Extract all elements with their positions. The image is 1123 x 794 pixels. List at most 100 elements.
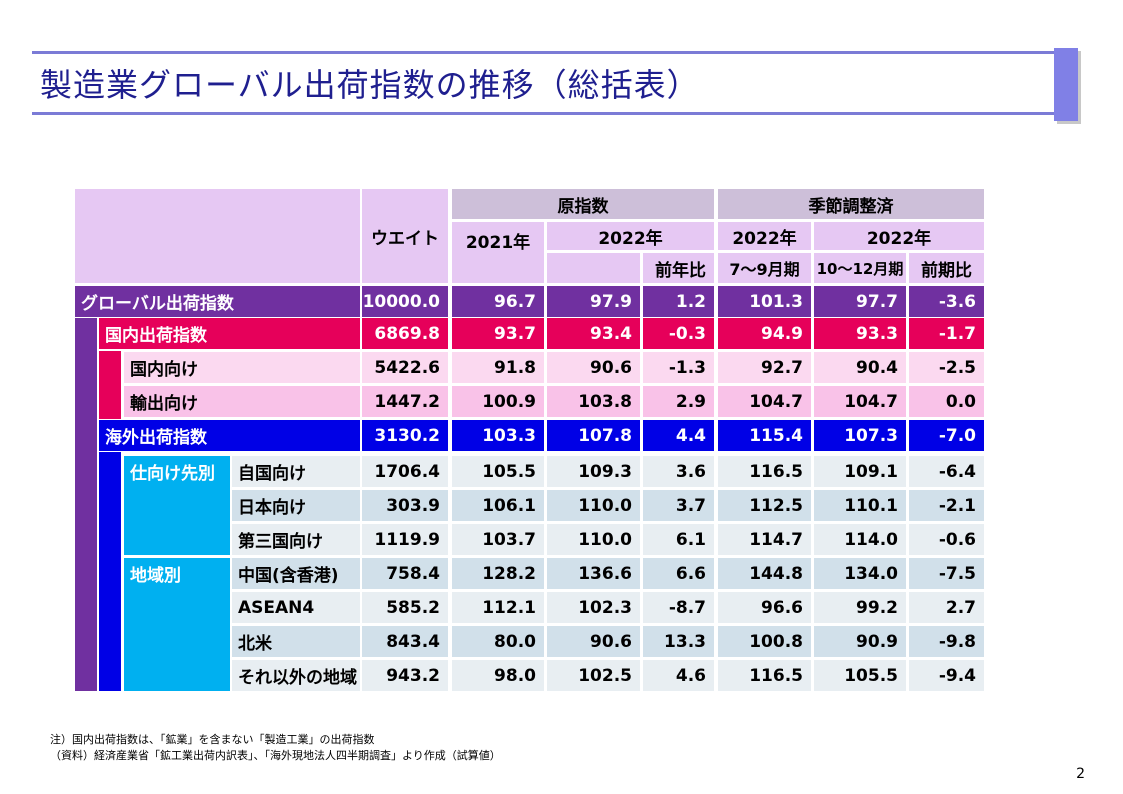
header-2022-raw: 2022年 xyxy=(547,222,714,250)
cell-weight: 10000.0 xyxy=(362,286,448,317)
row-label: 北米 xyxy=(232,626,360,657)
footnote: 注）国内出荷指数は、「鉱業」を含まない「製造工業」の出荷指数 xyxy=(50,733,375,746)
cell-yoy: 4.4 xyxy=(643,420,714,451)
title-rule-top xyxy=(32,51,1056,54)
cell-y2021: 105.5 xyxy=(452,456,544,487)
cell-q4: 114.0 xyxy=(814,524,906,555)
cell-q3: 96.6 xyxy=(718,592,811,623)
cell-q3: 104.7 xyxy=(718,386,811,417)
cell-y2022: 110.0 xyxy=(547,490,640,521)
cell-qoq: -3.6 xyxy=(909,286,984,317)
cell-weight: 3130.2 xyxy=(362,420,448,451)
cell-yoy: 13.3 xyxy=(643,626,714,657)
cell-y2021: 80.0 xyxy=(452,626,544,657)
cell-yoy: -0.3 xyxy=(643,318,714,349)
row-label: 日本向け xyxy=(232,490,360,521)
cell-y2021: 93.7 xyxy=(452,318,544,349)
cell-q3: 92.7 xyxy=(718,352,811,383)
page-number: 2 xyxy=(1076,766,1085,782)
cell-q3: 115.4 xyxy=(718,420,811,451)
cell-y2021: 96.7 xyxy=(452,286,544,317)
cell-qoq: 0.0 xyxy=(909,386,984,417)
cell-y2022: 102.3 xyxy=(547,592,640,623)
row-label: 第三国向け xyxy=(232,524,360,555)
header-weight: ウエイト xyxy=(362,189,448,283)
overseas-bar xyxy=(99,452,121,691)
header-seasonal: 季節調整済 xyxy=(718,189,984,219)
cell-q4: 110.1 xyxy=(814,490,906,521)
cell-weight: 1447.2 xyxy=(362,386,448,417)
domestic-bar xyxy=(99,351,121,419)
row-label: 国内出荷指数 xyxy=(99,318,360,349)
cell-q3: 112.5 xyxy=(718,490,811,521)
cell-q4: 97.7 xyxy=(814,286,906,317)
header-corner xyxy=(75,189,360,283)
header-qoq: 前期比 xyxy=(909,253,984,283)
cell-q3: 144.8 xyxy=(718,558,811,589)
cell-q3: 116.5 xyxy=(718,456,811,487)
cell-yoy: 6.6 xyxy=(643,558,714,589)
cell-y2022: 90.6 xyxy=(547,626,640,657)
cell-q3: 101.3 xyxy=(718,286,811,317)
cell-y2021: 100.9 xyxy=(452,386,544,417)
cell-q4: 90.4 xyxy=(814,352,906,383)
cell-y2022: 103.8 xyxy=(547,386,640,417)
cell-q4: 105.5 xyxy=(814,660,906,691)
cell-qoq: -2.1 xyxy=(909,490,984,521)
cell-weight: 303.9 xyxy=(362,490,448,521)
cell-q4: 93.3 xyxy=(814,318,906,349)
header-2022-value-spacer xyxy=(547,253,640,283)
cell-y2022: 109.3 xyxy=(547,456,640,487)
cell-weight: 943.2 xyxy=(362,660,448,691)
row-label: それ以外の地域 xyxy=(232,660,360,691)
cell-y2022: 136.6 xyxy=(547,558,640,589)
destination-label: 仕向け先別 xyxy=(130,463,215,484)
row-label: グローバル出荷指数 xyxy=(75,286,360,317)
cell-yoy: 1.2 xyxy=(643,286,714,317)
cell-y2021: 106.1 xyxy=(452,490,544,521)
cell-weight: 1706.4 xyxy=(362,456,448,487)
cell-qoq: -2.5 xyxy=(909,352,984,383)
cell-yoy: -8.7 xyxy=(643,592,714,623)
cell-y2022: 93.4 xyxy=(547,318,640,349)
cell-qoq: -7.0 xyxy=(909,420,984,451)
cell-weight: 758.4 xyxy=(362,558,448,589)
row-label: 国内向け xyxy=(124,352,360,383)
cell-q3: 94.9 xyxy=(718,318,811,349)
cell-q3: 116.5 xyxy=(718,660,811,691)
cell-yoy: 4.6 xyxy=(643,660,714,691)
cell-y2022: 102.5 xyxy=(547,660,640,691)
cell-qoq: -6.4 xyxy=(909,456,984,487)
cell-yoy: 3.6 xyxy=(643,456,714,487)
cell-y2022: 110.0 xyxy=(547,524,640,555)
region-group xyxy=(124,558,230,691)
row-label: 海外出荷指数 xyxy=(99,420,360,451)
cell-qoq: -1.7 xyxy=(909,318,984,349)
region-label: 地域別 xyxy=(130,565,181,586)
cell-y2022: 97.9 xyxy=(547,286,640,317)
cell-qoq: -0.6 xyxy=(909,524,984,555)
cell-y2021: 128.2 xyxy=(452,558,544,589)
cell-q4: 134.0 xyxy=(814,558,906,589)
header-2022-q3: 2022年 xyxy=(718,222,811,250)
title-accent-block xyxy=(1054,48,1078,121)
cell-yoy: -1.3 xyxy=(643,352,714,383)
cell-yoy: 3.7 xyxy=(643,490,714,521)
header-q4: 10～12月期 xyxy=(814,253,906,283)
row-label: 自国向け xyxy=(232,456,360,487)
header-q3: 7～9月期 xyxy=(718,253,811,283)
cell-y2021: 91.8 xyxy=(452,352,544,383)
cell-y2021: 98.0 xyxy=(452,660,544,691)
header-yoy: 前年比 xyxy=(643,253,714,283)
cell-y2022: 107.8 xyxy=(547,420,640,451)
cell-qoq: -7.5 xyxy=(909,558,984,589)
cell-q4: 107.3 xyxy=(814,420,906,451)
cell-y2021: 112.1 xyxy=(452,592,544,623)
row-label: 中国(含香港) xyxy=(232,558,360,589)
page-title: 製造業グローバル出荷指数の推移（総括表） xyxy=(40,66,700,104)
cell-y2022: 90.6 xyxy=(547,352,640,383)
header-2022-q4: 2022年 xyxy=(814,222,984,250)
cell-q4: 109.1 xyxy=(814,456,906,487)
cell-yoy: 2.9 xyxy=(643,386,714,417)
header-2021: 2021年 xyxy=(452,222,544,283)
